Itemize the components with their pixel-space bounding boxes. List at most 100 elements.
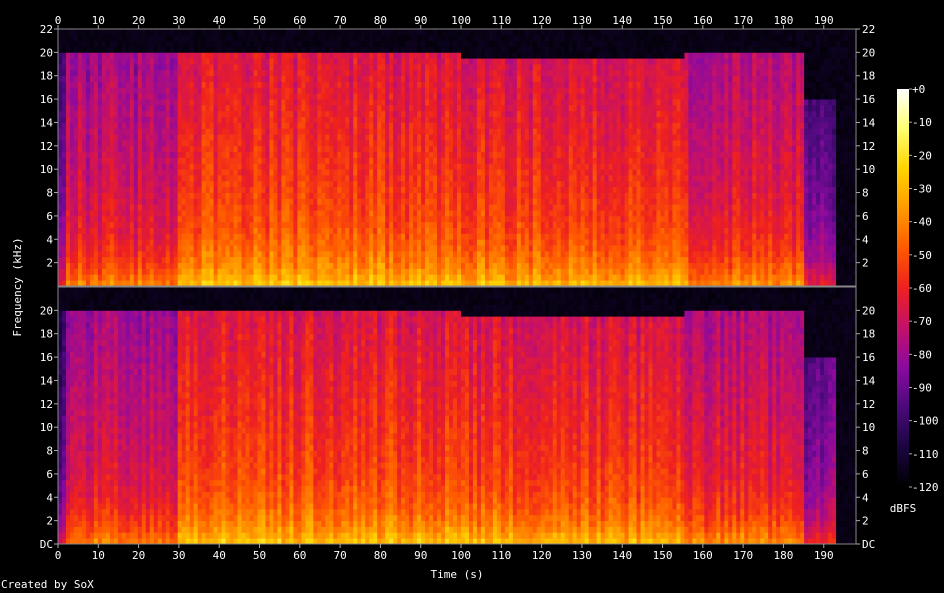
y-tick-label-ch2-right-9: 18 [862, 328, 875, 341]
x-tick-label-bottom-5: 50 [253, 549, 266, 562]
x-tick-label-bottom-6: 60 [293, 549, 306, 562]
colorbar-tick-5: -50 [912, 249, 932, 262]
x-tick-label-top-14: 140 [612, 14, 632, 27]
x-tick-label-top-0: 0 [55, 14, 62, 27]
x-tick-label-bottom-16: 160 [693, 549, 713, 562]
x-tick-label-top-13: 130 [572, 14, 592, 27]
y-tick-label-ch2-left-8: 16 [40, 351, 53, 364]
x-tick-label-top-16: 160 [693, 14, 713, 27]
x-tick-label-bottom-11: 110 [491, 549, 511, 562]
y-tick-label-ch1-left-9: 20 [40, 46, 53, 59]
y-tick-label-ch1-left-7: 16 [40, 93, 53, 106]
channel-1-frame [57, 28, 857, 287]
x-tick-label-top-19: 190 [814, 14, 834, 27]
x-tick-label-bottom-10: 100 [451, 549, 471, 562]
x-tick-label-top-10: 100 [451, 14, 471, 27]
x-tick-label-top-11: 110 [491, 14, 511, 27]
y-tick-label-ch1-left-1: 4 [46, 233, 53, 246]
y-tick-label-ch2-left-2: 4 [46, 491, 53, 504]
y-tick-label-ch2-left-7: 14 [40, 374, 54, 387]
y-tick-label-ch1-left-4: 10 [40, 163, 53, 176]
x-tick-label-top-7: 70 [333, 14, 346, 27]
x-tick-label-top-9: 90 [414, 14, 427, 27]
colorbar-tick-8: -80 [912, 348, 932, 361]
x-tick-label-top-18: 180 [774, 14, 794, 27]
x-tick-label-top-6: 60 [293, 14, 306, 27]
x-tick-label-bottom-1: 10 [92, 549, 105, 562]
y-tick-label-ch2-right-8: 16 [862, 351, 875, 364]
y-tick-label-ch1-right-1: 4 [862, 233, 869, 246]
y-tick-label-ch2-right-5: 10 [862, 421, 875, 434]
x-tick-label-bottom-3: 30 [172, 549, 185, 562]
y-tick-label-ch2-right-1: 2 [862, 515, 869, 528]
x-tick-label-bottom-4: 40 [213, 549, 226, 562]
x-tick-label-top-4: 40 [213, 14, 226, 27]
y-tick-label-ch2-right-0: DC [862, 538, 875, 551]
colorbar-tick-7: -70 [912, 315, 932, 328]
y-tick-label-ch1-left-0: 2 [46, 257, 53, 270]
y-tick-label-ch1-left-2: 6 [46, 210, 53, 223]
y-tick-label-ch1-left-6: 14 [40, 116, 54, 129]
colorbar-scale [897, 89, 909, 487]
y-tick-label-ch2-left-1: 2 [46, 515, 53, 528]
y-tick-label-ch2-right-2: 4 [862, 491, 869, 504]
y-tick-label-ch2-left-6: 12 [40, 398, 53, 411]
y-tick-label-ch1-right-7: 16 [862, 93, 875, 106]
x-tick-label-bottom-19: 190 [814, 549, 834, 562]
colorbar-label: dBFS [890, 502, 917, 515]
x-tick-label-bottom-15: 150 [653, 549, 673, 562]
y-tick-label-ch2-left-3: 6 [46, 468, 53, 481]
x-tick-label-top-15: 150 [653, 14, 673, 27]
y-tick-label-ch1-left-10: 22 [40, 23, 53, 36]
y-tick-label-ch2-right-6: 12 [862, 398, 875, 411]
x-tick-label-bottom-2: 20 [132, 549, 145, 562]
x-tick-label-bottom-7: 70 [333, 549, 346, 562]
y-tick-label-ch2-right-7: 14 [862, 374, 876, 387]
x-tick-label-bottom-14: 140 [612, 549, 632, 562]
x-tick-label-top-2: 20 [132, 14, 145, 27]
y-tick-label-ch1-right-4: 10 [862, 163, 875, 176]
colorbar-tick-4: -40 [912, 216, 932, 229]
colorbar: +0 -10 -20 -30 -40 -50 -60 -70 -80 -90 -100 -110 -12… [890, 83, 939, 515]
x-tick-label-top-1: 10 [92, 14, 105, 27]
colorbar-tick-10: -100 [912, 415, 939, 428]
spectrogram-channel-2 [58, 287, 857, 545]
y-tick-label-ch1-right-10: 22 [862, 23, 875, 36]
y-tick-label-ch2-right-4: 8 [862, 445, 869, 458]
x-tick-label-bottom-9: 90 [414, 549, 427, 562]
x-tick-label-bottom-12: 120 [532, 549, 552, 562]
colorbar-tick-12: -120 [912, 481, 939, 494]
y-tick-label-ch1-right-3: 8 [862, 187, 869, 200]
x-tick-label-top-5: 50 [253, 14, 266, 27]
x-tick-label-top-17: 170 [733, 14, 753, 27]
spectrogram-channel-1 [58, 29, 857, 287]
x-axis-label: Time (s) [431, 568, 484, 581]
colorbar-tick-0: +0 [912, 83, 925, 96]
credit-text: Created by SoX [1, 578, 94, 591]
y-tick-label-ch2-right-10: 20 [862, 304, 875, 317]
y-tick-label-ch2-left-5: 10 [40, 421, 53, 434]
y-tick-label-ch2-left-4: 8 [46, 445, 53, 458]
y-tick-label-ch1-right-8: 18 [862, 70, 875, 83]
channel-2-frame [57, 286, 857, 545]
x-tick-label-top-3: 30 [172, 14, 185, 27]
y-tick-label-ch1-right-9: 20 [862, 46, 875, 59]
x-tick-label-bottom-17: 170 [733, 549, 753, 562]
y-tick-label-ch2-left-0: DC [40, 538, 53, 551]
y-tick-label-ch1-right-2: 6 [862, 210, 869, 223]
y-tick-label-ch2-left-9: 18 [40, 328, 53, 341]
y-tick-label-ch1-left-3: 8 [46, 187, 53, 200]
colorbar-tick-9: -90 [912, 382, 932, 395]
x-tick-label-bottom-8: 80 [374, 549, 387, 562]
y-tick-label-ch1-right-0: 2 [862, 257, 869, 270]
x-tick-label-bottom-0: 0 [55, 549, 62, 562]
x-tick-label-bottom-18: 180 [774, 549, 794, 562]
colorbar-tick-11: -110 [912, 448, 939, 461]
x-tick-label-bottom-13: 130 [572, 549, 592, 562]
colorbar-tick-3: -30 [912, 183, 932, 196]
x-tick-label-top-12: 120 [532, 14, 552, 27]
x-tick-label-top-8: 80 [374, 14, 387, 27]
y-tick-label-ch2-right-3: 6 [862, 468, 869, 481]
y-tick-label-ch1-left-8: 18 [40, 70, 53, 83]
